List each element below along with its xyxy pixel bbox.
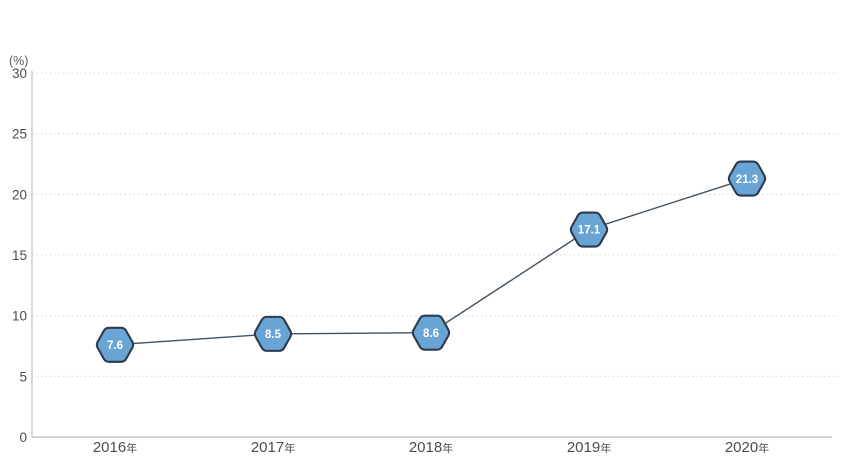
- data-point-marker: [569, 211, 609, 248]
- y-tick-label: 10: [12, 309, 27, 324]
- y-tick-label: 15: [12, 248, 27, 263]
- data-point: 21.3: [727, 160, 767, 197]
- y-tick-label: 25: [12, 127, 27, 142]
- x-tick-label: 2016年: [93, 439, 137, 456]
- x-tick-label: 2020年: [725, 439, 769, 456]
- y-axis-unit-label: (%): [9, 54, 28, 68]
- data-point: 8.6: [411, 314, 451, 351]
- data-point-label: 8.5: [265, 329, 282, 341]
- x-tick-label: 2019年: [567, 439, 611, 456]
- data-point: 8.5: [253, 315, 293, 352]
- data-point-marker: [411, 314, 451, 351]
- data-point-label: 17.1: [578, 225, 601, 237]
- data-point-marker: [727, 160, 767, 197]
- data-point-marker: [253, 315, 293, 352]
- data-point-label: 21.3: [736, 174, 758, 186]
- data-point-label: 7.6: [107, 340, 123, 352]
- x-tick-label: 2018年: [409, 439, 453, 456]
- data-point-label: 8.6: [423, 328, 439, 340]
- x-tick-label: 2017年: [251, 439, 295, 456]
- data-point: 7.6: [95, 326, 135, 363]
- data-point-marker: [95, 326, 135, 363]
- y-tick-label: 20: [12, 187, 27, 202]
- y-tick-label: 5: [19, 369, 27, 384]
- y-tick-label: 30: [12, 66, 27, 81]
- data-point: 17.1: [569, 211, 609, 248]
- y-tick-label: 0: [19, 430, 27, 445]
